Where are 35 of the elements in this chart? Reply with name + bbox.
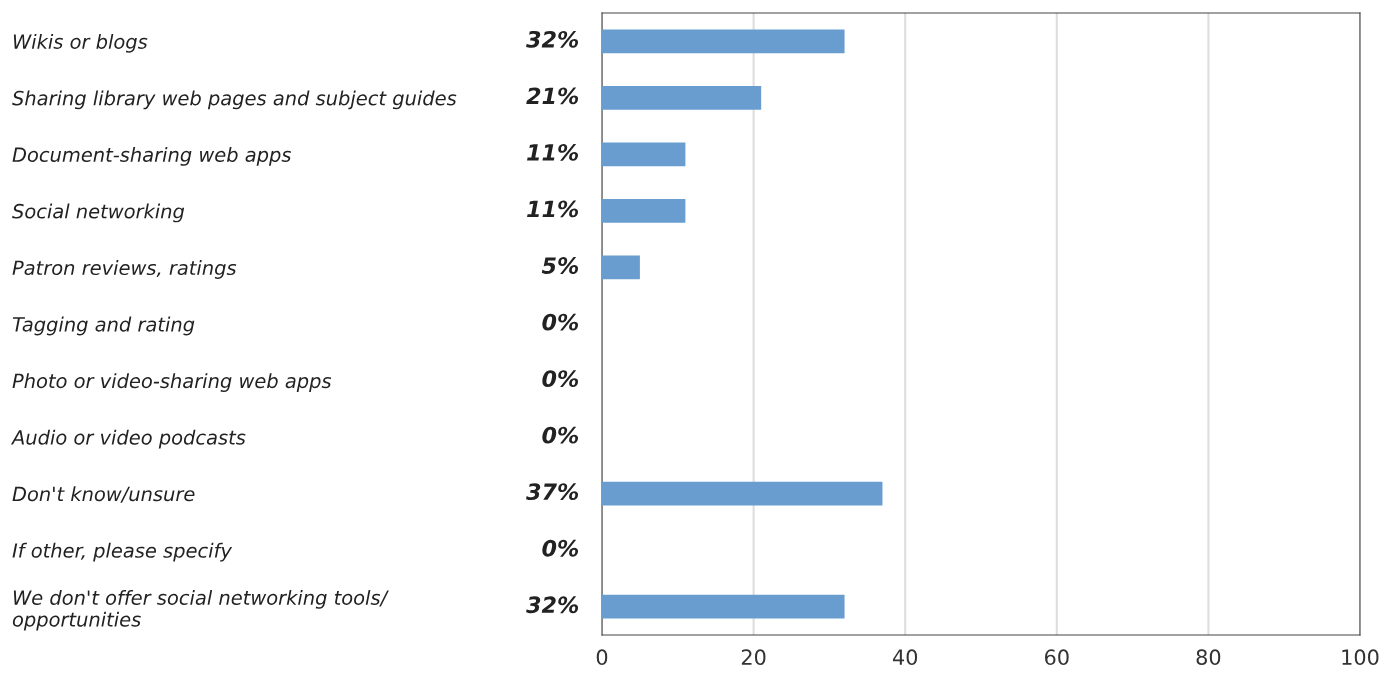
y-tick-label: Audio or video podcasts — [10, 429, 246, 449]
data-label: 11% — [527, 200, 579, 218]
x-tick-label: 60 — [1045, 649, 1069, 666]
data-label: 0% — [542, 539, 579, 557]
x-tick-label: 40 — [892, 649, 918, 666]
data-label: 32% — [526, 596, 579, 614]
y-tick-label: Social networking — [12, 203, 185, 223]
data-label: 5% — [541, 257, 579, 274]
data-label: 32% — [526, 30, 579, 48]
y-tick-label: Document-sharing web apps — [12, 146, 292, 166]
y-tick-label: If other, please specify — [12, 542, 233, 562]
bar — [602, 85, 762, 110]
data-label: 37% — [526, 483, 579, 501]
y-tick-label: Wikis or blogs — [13, 33, 148, 53]
y-tick-label: Patron reviews, ratings — [12, 260, 237, 279]
data-label: 0% — [542, 313, 579, 331]
x-tick-label: 80 — [1196, 649, 1221, 666]
bar — [602, 199, 686, 223]
y-tick-label: Photo or video-sharing web apps — [12, 373, 332, 392]
bar — [602, 255, 640, 280]
bar — [602, 142, 686, 167]
y-tick-label: Don't know/unsure — [12, 486, 195, 503]
data-label: 11% — [527, 144, 579, 161]
y-tick-label: Sharing library web pages and subject guides — [12, 90, 457, 110]
data-label: 21% — [526, 87, 579, 105]
x-tick-label: 20 — [741, 649, 766, 666]
bar — [602, 29, 845, 54]
data-label: 0% — [542, 370, 579, 387]
y-tick-label: We don't offer social networking tools/ opportunities — [12, 589, 389, 631]
y-tick-label: Tagging and rating — [12, 316, 195, 336]
data-label: 0% — [542, 426, 579, 444]
bar — [602, 594, 845, 619]
x-tick-label: 100 — [1342, 649, 1379, 666]
x-tick-label: 0 — [596, 649, 608, 666]
bar — [602, 481, 883, 506]
